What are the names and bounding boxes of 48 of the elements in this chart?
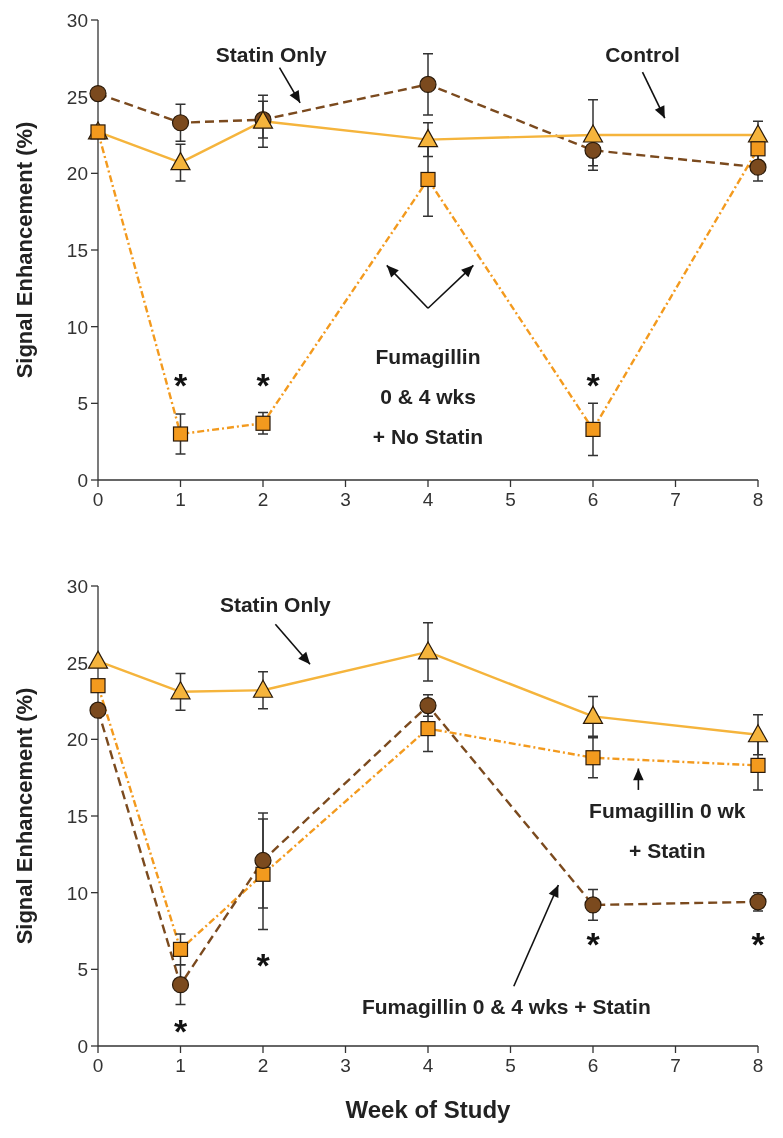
x-tick-label: 4	[422, 489, 434, 510]
y-tick-label: 0	[77, 470, 88, 491]
x-tick-label: 8	[752, 489, 764, 510]
y-tick-label: 15	[66, 240, 88, 261]
annotation: *	[586, 366, 601, 405]
series-label: Statin Only	[215, 42, 327, 66]
annotation: *	[586, 924, 601, 963]
annotation: *	[256, 366, 271, 405]
x-tick-label: 0	[92, 489, 104, 510]
text: Statin Only	[219, 593, 332, 617]
y-tick-label: 20	[66, 729, 88, 751]
x-tick-label: 3	[340, 489, 351, 510]
y-tick-label: 30	[66, 576, 88, 597]
y-tick-label: 5	[77, 393, 88, 415]
x-tick-label: 1	[175, 1055, 186, 1076]
x-tick-label: 1	[175, 489, 186, 510]
x-tick-label: 2	[257, 1055, 269, 1076]
y-tick-label: 30	[66, 10, 88, 31]
y-tick-label: 10	[66, 316, 88, 338]
annotation: *	[751, 924, 766, 963]
text: Fumagillin 0 & 4 wks + No Statin	[372, 344, 484, 448]
annotation: *	[173, 1012, 188, 1051]
x-axis-title: Week of Study	[345, 1096, 512, 1123]
text: Control	[605, 42, 680, 66]
y-tick-label: 25	[66, 652, 88, 674]
x-tick-label: 7	[670, 489, 681, 510]
x-tick-label: 4	[422, 1055, 434, 1076]
y-tick-label: 15	[66, 806, 88, 827]
x-tick-label: 0	[92, 1055, 104, 1076]
y-tick-label: 5	[77, 959, 88, 981]
y-tick-label: 25	[66, 86, 88, 108]
y-axis-title: Signal Enhancement (%)	[12, 121, 37, 379]
x-tick-label: 2	[257, 489, 269, 510]
text: Fumagillin 0 & 4 wks + Statin	[361, 995, 651, 1019]
y-axis-title: Signal Enhancement (%)	[12, 687, 37, 945]
annotation: *	[173, 366, 188, 405]
series-label: Fumagillin 0 wk + Statin	[589, 798, 746, 862]
x-tick-label: 8	[752, 1055, 764, 1076]
y-tick-label: 0	[77, 1036, 88, 1057]
x-tick-label: 5	[505, 489, 516, 510]
y-tick-label: 20	[66, 163, 88, 185]
x-tick-label: 6	[587, 489, 599, 510]
y-tick-label: 10	[66, 882, 88, 904]
annotation: *	[256, 946, 271, 985]
x-tick-label: 3	[340, 1055, 351, 1076]
x-tick-label: 6	[587, 1055, 599, 1076]
x-tick-label: 5	[505, 1055, 516, 1076]
x-tick-label: 7	[670, 1055, 681, 1076]
